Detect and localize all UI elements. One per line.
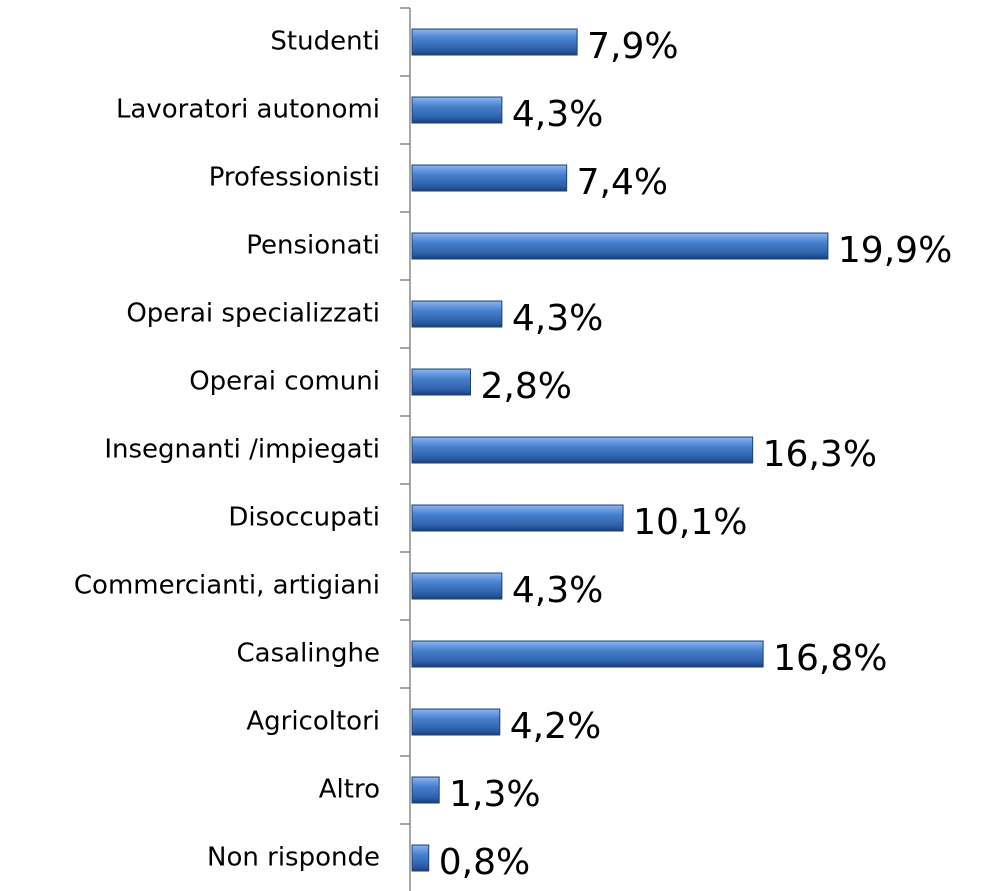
category-label: Commercianti, artigiani bbox=[74, 571, 380, 601]
category-label: Lavoratori autonomi bbox=[116, 95, 380, 125]
value-label: 4,3% bbox=[512, 298, 603, 339]
bar bbox=[411, 436, 754, 464]
bar bbox=[411, 164, 568, 192]
bar bbox=[411, 232, 829, 260]
value-label: 4,3% bbox=[512, 570, 603, 611]
category-label: Non risponde bbox=[207, 843, 380, 873]
bar bbox=[411, 28, 578, 56]
category-label: Agricoltori bbox=[246, 707, 380, 737]
category-label: Altro bbox=[319, 775, 380, 805]
bar bbox=[411, 708, 501, 736]
category-label: Insegnanti /impiegati bbox=[104, 435, 380, 465]
bar bbox=[411, 640, 764, 668]
bar bbox=[411, 776, 440, 804]
bar bbox=[411, 368, 472, 396]
value-label: 0,8% bbox=[439, 842, 530, 883]
value-label: 16,3% bbox=[763, 434, 877, 475]
value-label: 1,3% bbox=[449, 774, 540, 815]
category-label: Professionisti bbox=[209, 163, 380, 193]
value-label: 10,1% bbox=[633, 502, 747, 543]
value-label: 16,8% bbox=[773, 638, 887, 679]
category-label: Operai specializzati bbox=[126, 299, 380, 329]
category-label: Pensionati bbox=[246, 231, 380, 261]
value-label: 2,8% bbox=[481, 366, 572, 407]
value-label: 19,9% bbox=[838, 230, 952, 271]
value-label: 7,4% bbox=[577, 162, 668, 203]
category-label: Operai comuni bbox=[189, 367, 380, 397]
bar bbox=[411, 572, 503, 600]
bar bbox=[411, 844, 430, 872]
value-label: 7,9% bbox=[587, 26, 678, 67]
category-label: Studenti bbox=[270, 27, 380, 57]
category-label: Disoccupati bbox=[228, 503, 380, 533]
bar bbox=[411, 504, 624, 532]
value-label: 4,3% bbox=[512, 94, 603, 135]
bar bbox=[411, 300, 503, 328]
category-label: Casalinghe bbox=[237, 639, 380, 669]
value-label: 4,2% bbox=[510, 706, 601, 747]
bar bbox=[411, 96, 503, 124]
